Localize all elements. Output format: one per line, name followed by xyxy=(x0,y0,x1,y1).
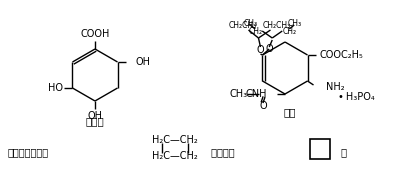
Text: H₂C—CH₂: H₂C—CH₂ xyxy=(152,151,198,161)
Text: CH₂: CH₂ xyxy=(282,26,296,36)
Text: O: O xyxy=(259,101,267,111)
Text: OH: OH xyxy=(136,57,151,67)
Text: COOC₂H₅: COOC₂H₅ xyxy=(320,50,363,60)
Text: HO: HO xyxy=(48,83,63,93)
Text: 可简写成: 可简写成 xyxy=(208,147,235,157)
Text: 莽草酸: 莽草酸 xyxy=(85,116,104,126)
Text: CH₂CH₃: CH₂CH₃ xyxy=(229,20,256,30)
Text: ）: ） xyxy=(338,147,347,157)
Text: CH₂: CH₂ xyxy=(248,26,262,36)
Text: 达菲: 达菲 xyxy=(284,107,296,117)
Text: OH: OH xyxy=(88,111,103,121)
Text: （提示：环丁烷: （提示：环丁烷 xyxy=(8,147,49,157)
Text: • H₃PO₄: • H₃PO₄ xyxy=(337,92,374,102)
Text: COOH: COOH xyxy=(80,29,110,39)
Text: NH₂: NH₂ xyxy=(326,82,344,92)
Text: CH₃: CH₃ xyxy=(243,20,257,28)
Text: O: O xyxy=(257,45,264,55)
Text: CH₂CH₃: CH₂CH₃ xyxy=(262,20,291,30)
Text: CH₃: CH₃ xyxy=(230,89,248,99)
Text: CNH: CNH xyxy=(246,89,267,99)
Bar xyxy=(310,139,330,159)
Text: O: O xyxy=(266,44,273,54)
Text: CH₃: CH₃ xyxy=(287,20,301,28)
Text: H₂C—CH₂: H₂C—CH₂ xyxy=(152,135,198,145)
